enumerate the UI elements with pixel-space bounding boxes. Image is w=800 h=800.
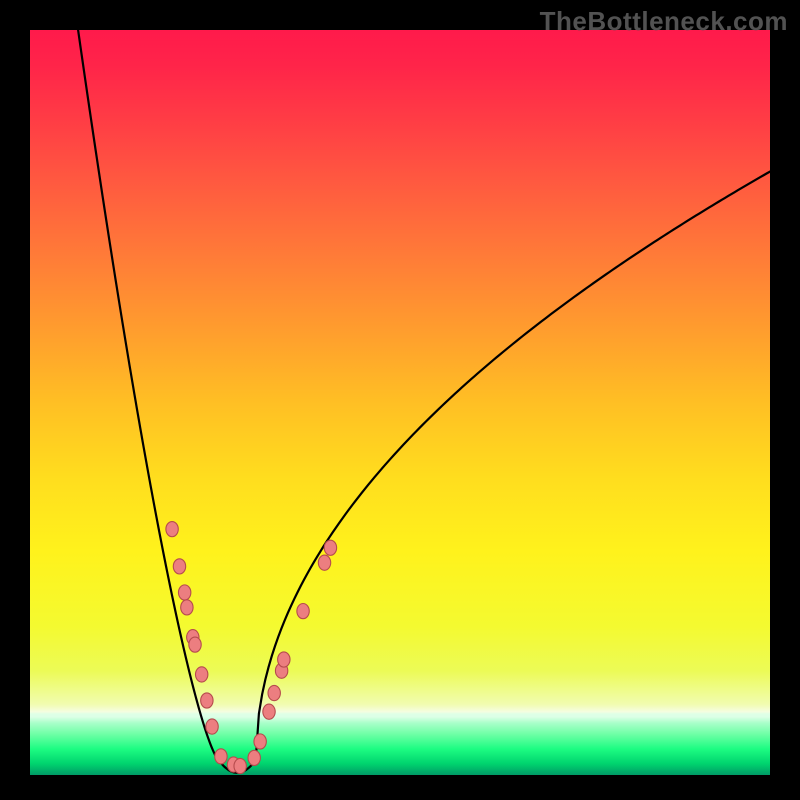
data-marker	[201, 693, 213, 708]
data-marker	[234, 758, 246, 773]
data-marker	[324, 540, 336, 555]
data-marker	[166, 522, 178, 537]
data-marker	[263, 704, 275, 719]
data-marker	[173, 559, 185, 574]
data-marker	[195, 667, 207, 682]
data-marker	[215, 749, 227, 764]
data-marker	[248, 750, 260, 765]
data-marker	[178, 585, 190, 600]
data-marker	[254, 734, 266, 749]
data-marker	[268, 685, 280, 700]
data-marker	[189, 637, 201, 652]
watermark-label: TheBottleneck.com	[540, 6, 788, 37]
data-marker	[278, 652, 290, 667]
data-marker	[206, 719, 218, 734]
chart-root: TheBottleneck.com	[0, 0, 800, 800]
gradient-background	[30, 30, 770, 775]
bottleneck-chart	[30, 30, 770, 775]
data-marker	[297, 604, 309, 619]
data-marker	[318, 555, 330, 570]
plot-area	[30, 30, 770, 775]
data-marker	[181, 600, 193, 615]
